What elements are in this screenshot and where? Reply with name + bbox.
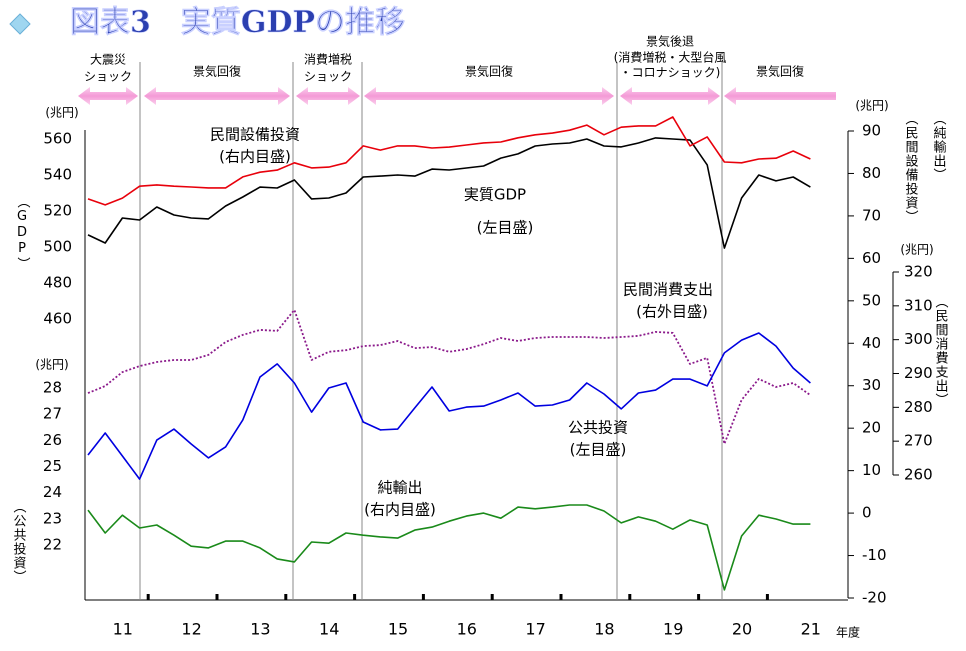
series-note: (左目盛) [570,441,627,459]
period-label: (消費増税・大型台風 [614,50,727,65]
y-tick-label: 23 [43,509,62,527]
y-tick-label: 460 [43,310,72,328]
y-tick-label: 80 [862,164,881,182]
axis-title: （民間設備投資） [903,112,919,224]
x-tick-label: 11 [113,620,133,639]
y-tick-label: 500 [43,238,72,256]
axis-unit: (兆円) [45,106,78,120]
period-arrow [78,87,138,105]
series-note: (右外目盛) [636,303,708,321]
y-tick-label: 480 [43,274,72,292]
series-line [87,309,811,445]
x-tick-label: 21 [801,620,821,639]
axis-title: （GDP） [15,195,31,271]
axis-unit: (兆円) [855,99,888,113]
period-label: 景気回復 [756,64,804,79]
series-line [87,332,811,480]
y-tick-label: 520 [43,202,72,220]
y-tick-label: 30 [862,376,881,394]
x-tick-label: 20 [732,620,752,639]
period-label: ショック [304,70,352,84]
series-label: 民間消費支出 [623,281,713,299]
axis-unit: (兆円) [900,243,933,257]
period-arrow [144,87,290,105]
period-label: 景気後退 [646,34,694,49]
axis-title: （民間消費支出） [933,295,949,407]
y-tick-label: 60 [862,249,881,267]
series-label: 純輸出 [377,479,422,497]
x-tick-label: 17 [525,620,545,639]
x-tick-label: 14 [319,620,339,639]
y-tick-label: 310 [904,296,933,314]
y-tick-label: 270 [904,432,933,450]
period-arrow [620,87,720,105]
y-tick-label: 260 [904,466,933,484]
period-arrow [296,87,360,105]
y-tick-label: 280 [904,398,933,416]
series-line [87,116,811,206]
period-label: 大震災 [90,53,126,67]
y-tick-label: 10 [862,461,881,479]
y-tick-label: 25 [43,457,62,475]
period-label: ショック [84,70,132,84]
axis-title: （純輸出） [931,112,947,182]
period-label: ・コロナショック) [620,66,721,80]
y-tick-label: 540 [43,166,72,184]
y-tick-label: 22 [43,536,62,554]
x-tick-label: 13 [250,620,270,639]
period-label: 消費増税 [304,52,352,67]
title-icon [9,13,31,35]
series-note: (左目盛) [477,219,534,237]
x-tick-label: 19 [663,620,683,639]
x-tick-label: 16 [457,620,477,639]
y-tick-label: 300 [904,330,933,348]
x-tick-label: 15 [388,620,408,639]
period-label: 景気回復 [465,64,513,79]
y-tick-label: 0 [862,504,872,522]
axis-unit: (兆円) [35,358,68,372]
y-tick-label: 27 [43,405,62,423]
y-tick-label: 26 [43,431,62,449]
y-tick-label: 50 [862,291,881,309]
series-line [87,137,811,249]
y-tick-label: 28 [43,379,62,397]
series-label: 実質GDP [464,186,526,204]
y-tick-label: 90 [862,122,881,140]
x-tick-label: 18 [594,620,614,639]
series-label: 民間設備投資 [210,126,300,144]
chart-title: 図表3 実質GDPの推移 [70,5,405,40]
x-tick-label: 12 [181,620,201,639]
y-tick-label: 20 [862,419,881,437]
x-axis-label: 年度 [836,625,860,640]
y-tick-label: -20 [862,589,887,607]
series-label: 公共投資 [568,419,628,437]
y-tick-label: 70 [862,206,881,224]
period-arrow [364,87,614,105]
y-tick-label: 290 [904,364,933,382]
period-arrow [724,87,836,105]
period-label: 景気回復 [193,64,241,79]
y-tick-label: 320 [904,263,933,281]
series-note: (右内目盛) [219,148,291,166]
y-tick-label: 24 [43,483,62,501]
y-tick-label: -10 [862,546,887,564]
series-note: (右内目盛) [364,501,436,519]
y-tick-label: 560 [43,130,72,148]
series-line [87,504,811,591]
y-tick-label: 40 [862,334,881,352]
axis-title: （公共投資） [11,500,27,584]
